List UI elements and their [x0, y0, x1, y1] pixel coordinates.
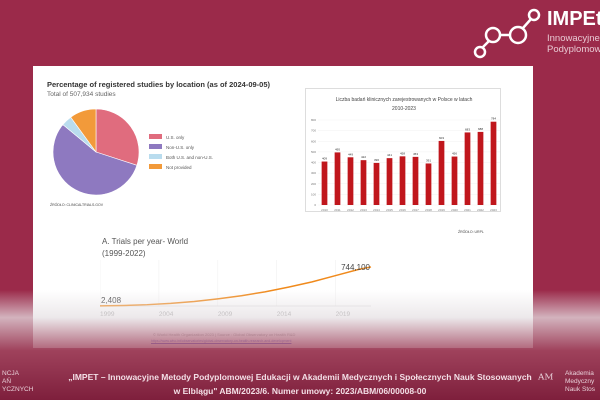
legend-swatch: [149, 154, 162, 159]
pie-source: ŹRÓDŁO: CLINICALTRIALS.GOV: [50, 203, 104, 207]
legend-label: Non-U.S. only: [166, 145, 195, 150]
y-tick-label: 100: [311, 192, 316, 196]
brand-subtitle-1: Innowacyjne: [547, 33, 600, 44]
pie-slice: [70, 108, 97, 153]
impet-molecule-logo-icon: [473, 8, 541, 59]
x-tick-label: 2014: [373, 208, 380, 212]
y-tick-label: 300: [311, 171, 316, 175]
x-tick-label: 2011: [334, 208, 341, 212]
footer-right-text: Akademia Medyczny Nauk Stos: [565, 370, 595, 394]
pie-slice: [52, 124, 138, 196]
legend-label: Not provided: [166, 165, 192, 170]
bar: [360, 160, 367, 205]
bar-value: 495: [335, 147, 340, 151]
x-tick-label: 2013: [360, 208, 367, 212]
y-tick-label: 500: [311, 150, 316, 154]
footer-line-2: w Elblągu" ABM/2023/6. Numer umowy: 2023…: [173, 386, 427, 396]
brand-name: IMPEt: [547, 8, 600, 30]
bar-title-years: 2010-2023: [392, 106, 416, 112]
pie-subtitle: Total of 507,934 studies: [47, 91, 116, 98]
bar-value: 784: [491, 117, 496, 121]
line-subtitle: (1999-2022): [102, 249, 146, 258]
footer-left-text: NCJA AŃ YCZNYCH: [2, 370, 33, 394]
legend-swatch: [149, 144, 162, 149]
x-tick-label: 2016: [399, 208, 406, 212]
x-tick-label: 2019: [438, 208, 445, 212]
bar: [438, 140, 445, 205]
x-tick-label: 2020: [451, 208, 458, 212]
bar: [425, 163, 432, 205]
bar: [334, 152, 341, 205]
bar: [321, 161, 328, 205]
left-text-line: YCZNYCH: [2, 386, 34, 393]
bar-source: ŹRÓDŁO: URPL: [458, 230, 484, 234]
y-tick-label: 0: [314, 203, 316, 207]
bar-value: 456: [452, 152, 457, 156]
left-text-line: AŃ: [2, 378, 12, 385]
y-tick-label: 400: [311, 161, 316, 165]
bar-value: 683: [465, 127, 470, 131]
bar: [373, 162, 380, 205]
brand-subtitle-2: Podyplomow: [547, 44, 600, 55]
x-tick-label: 2018: [425, 208, 432, 212]
bar: [490, 121, 497, 205]
y-tick-label: 700: [311, 129, 316, 133]
x-tick-label: 2017: [412, 208, 419, 212]
y-tick-label: 200: [311, 182, 316, 186]
bar: [412, 156, 419, 205]
left-text-line: NCJA: [2, 370, 19, 377]
bar: [451, 156, 458, 205]
pie-title: Percentage of registered studies by loca…: [47, 80, 270, 89]
slide-content: Percentage of registered studies by loca…: [33, 66, 533, 348]
pie-slice: [95, 108, 140, 166]
bar: [399, 156, 406, 205]
amns-logo-icon: ᴬᴹ: [538, 372, 554, 388]
x-tick-label: 2015: [386, 208, 393, 212]
bar-value: 409: [322, 157, 327, 161]
bar: [386, 158, 393, 205]
x-tick-label: 2022: [477, 208, 484, 212]
legend-label: Both U.S. and non-U.S.: [166, 155, 213, 160]
legend-swatch: [149, 134, 162, 139]
legend-label: U.S. only: [166, 135, 185, 140]
right-text-line: Nauk Stos: [565, 386, 595, 393]
bar: [464, 132, 471, 205]
bar-value: 396: [374, 158, 379, 162]
x-tick-label: 2021: [464, 208, 471, 212]
x-tick-label: 2012: [347, 208, 354, 212]
end-value-label: 744,100: [341, 263, 370, 272]
legend-swatch: [149, 164, 162, 169]
x-tick-label: 2023: [490, 208, 497, 212]
pie-chart: U.S. only Non-U.S. only Both U.S. and non-…: [52, 108, 213, 196]
bar-chart: Liczba badań klinicznych zarejestrowanyc…: [311, 97, 500, 212]
bar-value: 391: [426, 158, 431, 162]
bar-value: 688: [478, 127, 483, 131]
bar: [477, 131, 484, 205]
bar-chart-frame: Liczba badań klinicznych zarejestrowanyc…: [305, 88, 501, 212]
bar-value: 453: [413, 152, 418, 156]
x-tick-label: 2010: [321, 208, 328, 212]
bar-value: 458: [400, 151, 405, 155]
bottom-gradient: [0, 290, 600, 400]
line-title: A. Trials per year- World: [102, 237, 188, 246]
bar-value: 441: [387, 153, 392, 157]
bar-title: Liczba badań klinicznych zarejestrowanyc…: [336, 97, 473, 103]
right-text-line: Akademia: [565, 370, 594, 377]
y-tick-label: 800: [311, 118, 316, 122]
bar: [347, 157, 354, 205]
bar-value: 449: [348, 152, 353, 156]
bar-value: 422: [361, 155, 366, 159]
bar-value: 603: [439, 136, 444, 140]
y-tick-label: 600: [311, 139, 316, 143]
right-text-line: Medyczny: [565, 378, 595, 385]
footer-line-1: „IMPET – Innowacyjne Metody Podyplomowej…: [68, 372, 532, 382]
